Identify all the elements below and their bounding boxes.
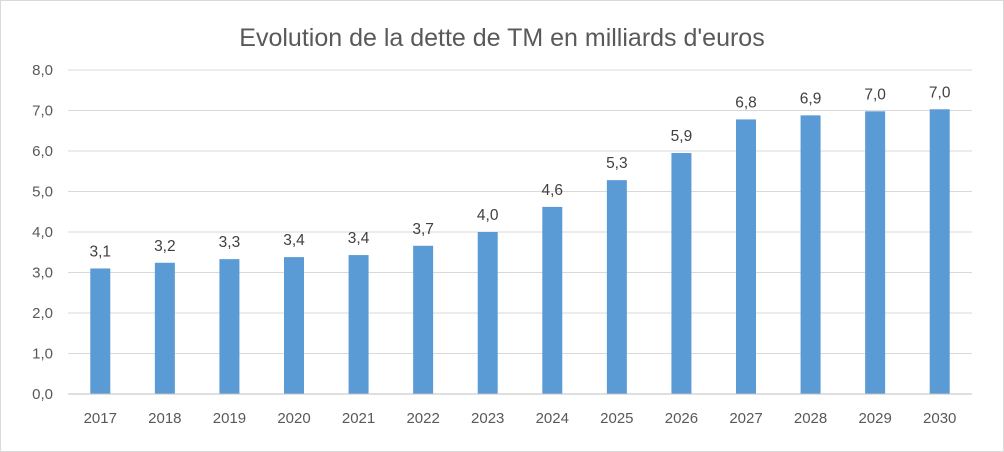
data-labels: 3,1 3,2 3,3 3,4 3,4 3,7 4,0 4,6 5,3 5,9 6,8 6,9 7,0 7…	[90, 84, 951, 260]
data-label: 7,0	[929, 84, 951, 101]
bar-2030	[929, 109, 950, 394]
y-tick-label: 5,0	[32, 184, 53, 201]
y-tick-label: 4,0	[32, 224, 53, 241]
x-tick-label: 2020	[277, 410, 310, 427]
gridlines	[68, 69, 972, 354]
x-tick-label: 2021	[342, 410, 375, 427]
bar-2017	[90, 268, 111, 394]
data-label: 3,4	[348, 230, 370, 247]
data-label: 7,0	[864, 86, 886, 103]
x-tick-label: 2022	[406, 410, 439, 427]
y-tick-label: 1,0	[32, 346, 53, 363]
x-tick-label: 2026	[665, 410, 698, 427]
data-label: 3,3	[219, 234, 241, 251]
data-label: 5,9	[671, 128, 693, 145]
x-tick-label: 2023	[471, 410, 504, 427]
bar-2027	[736, 119, 756, 394]
bar-2025	[606, 180, 627, 394]
y-tick-label: 3,0	[32, 265, 53, 282]
bar-2024	[542, 206, 563, 394]
bar-2023	[477, 232, 498, 394]
bar-2022	[413, 245, 434, 394]
x-tick-label: 2019	[213, 410, 246, 427]
x-tick-label: 2025	[600, 410, 633, 427]
x-tick-label: 2029	[858, 410, 891, 427]
x-tick-label: 2028	[794, 410, 827, 427]
data-label: 4,0	[477, 207, 499, 224]
bar-2026	[671, 153, 692, 394]
bar-2018	[154, 262, 175, 394]
y-tick-label: 7,0	[32, 103, 53, 120]
x-tick-label: 2018	[148, 410, 181, 427]
bar-2020	[284, 257, 304, 394]
x-tick-label: 2017	[84, 410, 117, 427]
bars	[90, 109, 950, 395]
x-tick-label: 2030	[923, 410, 956, 427]
bar-2019	[219, 259, 240, 394]
y-tick-label: 6,0	[32, 143, 53, 160]
data-label: 5,3	[606, 155, 628, 172]
data-label: 3,4	[283, 232, 305, 249]
y-tick-label: 8,0	[32, 62, 53, 79]
bar-2021	[348, 255, 369, 394]
chart-title: Evolution de la dette de TM en milliards…	[239, 24, 764, 52]
x-axis-ticks: 2017 2018 2019 2020 2021 2022 2023 2024 2025 2026…	[84, 410, 957, 427]
data-label: 6,9	[800, 90, 822, 107]
y-axis-ticks: 0,0 1,0 2,0 3,0 4,0 5,0 6,0 7,0 8,0	[32, 62, 53, 403]
data-label: 6,8	[735, 94, 757, 111]
bar-2029	[865, 111, 886, 394]
data-label: 4,6	[542, 182, 564, 199]
y-tick-label: 2,0	[32, 305, 53, 322]
bar-2028	[800, 115, 821, 395]
data-label: 3,7	[412, 221, 434, 238]
data-label: 3,1	[90, 243, 112, 260]
x-tick-label: 2027	[729, 410, 762, 427]
x-tick-label: 2024	[536, 410, 569, 427]
y-tick-label: 0,0	[32, 386, 53, 403]
data-label: 3,2	[154, 238, 176, 255]
